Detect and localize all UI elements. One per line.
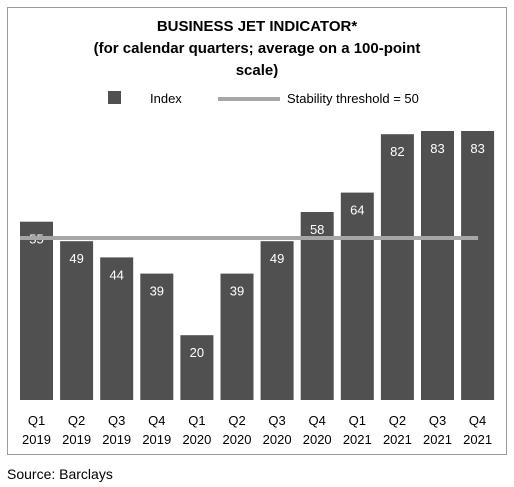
- bars-layer: [20, 131, 495, 400]
- bar-q1-2021: [340, 192, 374, 400]
- legend-threshold-swatch: [218, 97, 280, 101]
- x-tick-quarter: Q2: [389, 413, 406, 428]
- bar-q2-2019: [60, 241, 94, 400]
- chart-title: BUSINESS JET INDICATOR*: [156, 18, 358, 35]
- legend-index-label: Index: [150, 91, 182, 106]
- x-tick-quarter: Q1: [188, 413, 205, 428]
- x-tick-year: 2020: [223, 432, 252, 447]
- bar-value-label: 39: [150, 284, 164, 299]
- x-axis-labels: Q1 2019 Q2 2019 Q3 2019 Q4 2019 Q1 2020 Q2 2020 Q3 20…: [22, 413, 492, 447]
- x-tick-quarter: Q2: [68, 413, 85, 428]
- legend-index-swatch: [108, 91, 121, 104]
- bar-value-label: 44: [109, 267, 123, 282]
- bar-value-label: 83: [470, 141, 484, 156]
- x-tick-year: 2019: [62, 432, 91, 447]
- bar-labels-layer: 554944392039495864828383: [29, 141, 485, 360]
- bar-value-label: 49: [69, 251, 83, 266]
- bar-q3-2019: [100, 257, 134, 400]
- x-tick-year: 2021: [343, 432, 372, 447]
- bar-q2-2020: [220, 273, 254, 400]
- x-tick-quarter: Q4: [309, 413, 326, 428]
- bar-value-label: 83: [430, 141, 444, 156]
- x-tick-quarter: Q4: [469, 413, 486, 428]
- x-tick-year: 2020: [303, 432, 332, 447]
- chart-frame: [7, 7, 507, 455]
- x-tick-year: 2021: [463, 432, 492, 447]
- x-tick-year: 2021: [383, 432, 412, 447]
- chart-subtitle: (for calendar quarters; average on a 100…: [93, 40, 421, 57]
- x-tick-year: 2019: [22, 432, 51, 447]
- bar-value-label: 64: [350, 203, 364, 218]
- bar-value-label: 82: [390, 144, 404, 159]
- bar-value-label: 20: [190, 345, 204, 360]
- x-tick-quarter: Q3: [108, 413, 125, 428]
- x-tick-quarter: Q4: [148, 413, 165, 428]
- bar-q3-2020: [260, 241, 294, 400]
- chart-subtitle-continued: scale): [235, 62, 279, 79]
- x-tick-year: 2019: [102, 432, 131, 447]
- bar-value-label: 39: [230, 284, 244, 299]
- x-tick-year: 2021: [423, 432, 452, 447]
- x-tick-quarter: Q1: [28, 413, 45, 428]
- bar-q1-2020: [180, 335, 214, 400]
- bar-q2-2021: [380, 134, 414, 400]
- bar-q1-2019: [20, 221, 53, 400]
- x-tick-year: 2020: [263, 432, 292, 447]
- x-tick-quarter: Q3: [429, 413, 446, 428]
- x-tick-quarter: Q1: [349, 413, 366, 428]
- bar-q3-2021: [421, 131, 454, 400]
- bar-q4-2020: [300, 212, 334, 400]
- source-note: Source: Barclays: [7, 466, 113, 482]
- bar-q4-2019: [140, 273, 174, 400]
- x-tick-quarter: Q3: [268, 413, 285, 428]
- bar-value-label: 58: [310, 222, 324, 237]
- x-tick-year: 2019: [142, 432, 171, 447]
- x-tick-quarter: Q2: [228, 413, 245, 428]
- legend-threshold-label: Stability threshold = 50: [287, 91, 419, 106]
- bar-q4-2021: [461, 131, 495, 400]
- bar-value-label: 49: [270, 251, 284, 266]
- x-tick-year: 2020: [182, 432, 211, 447]
